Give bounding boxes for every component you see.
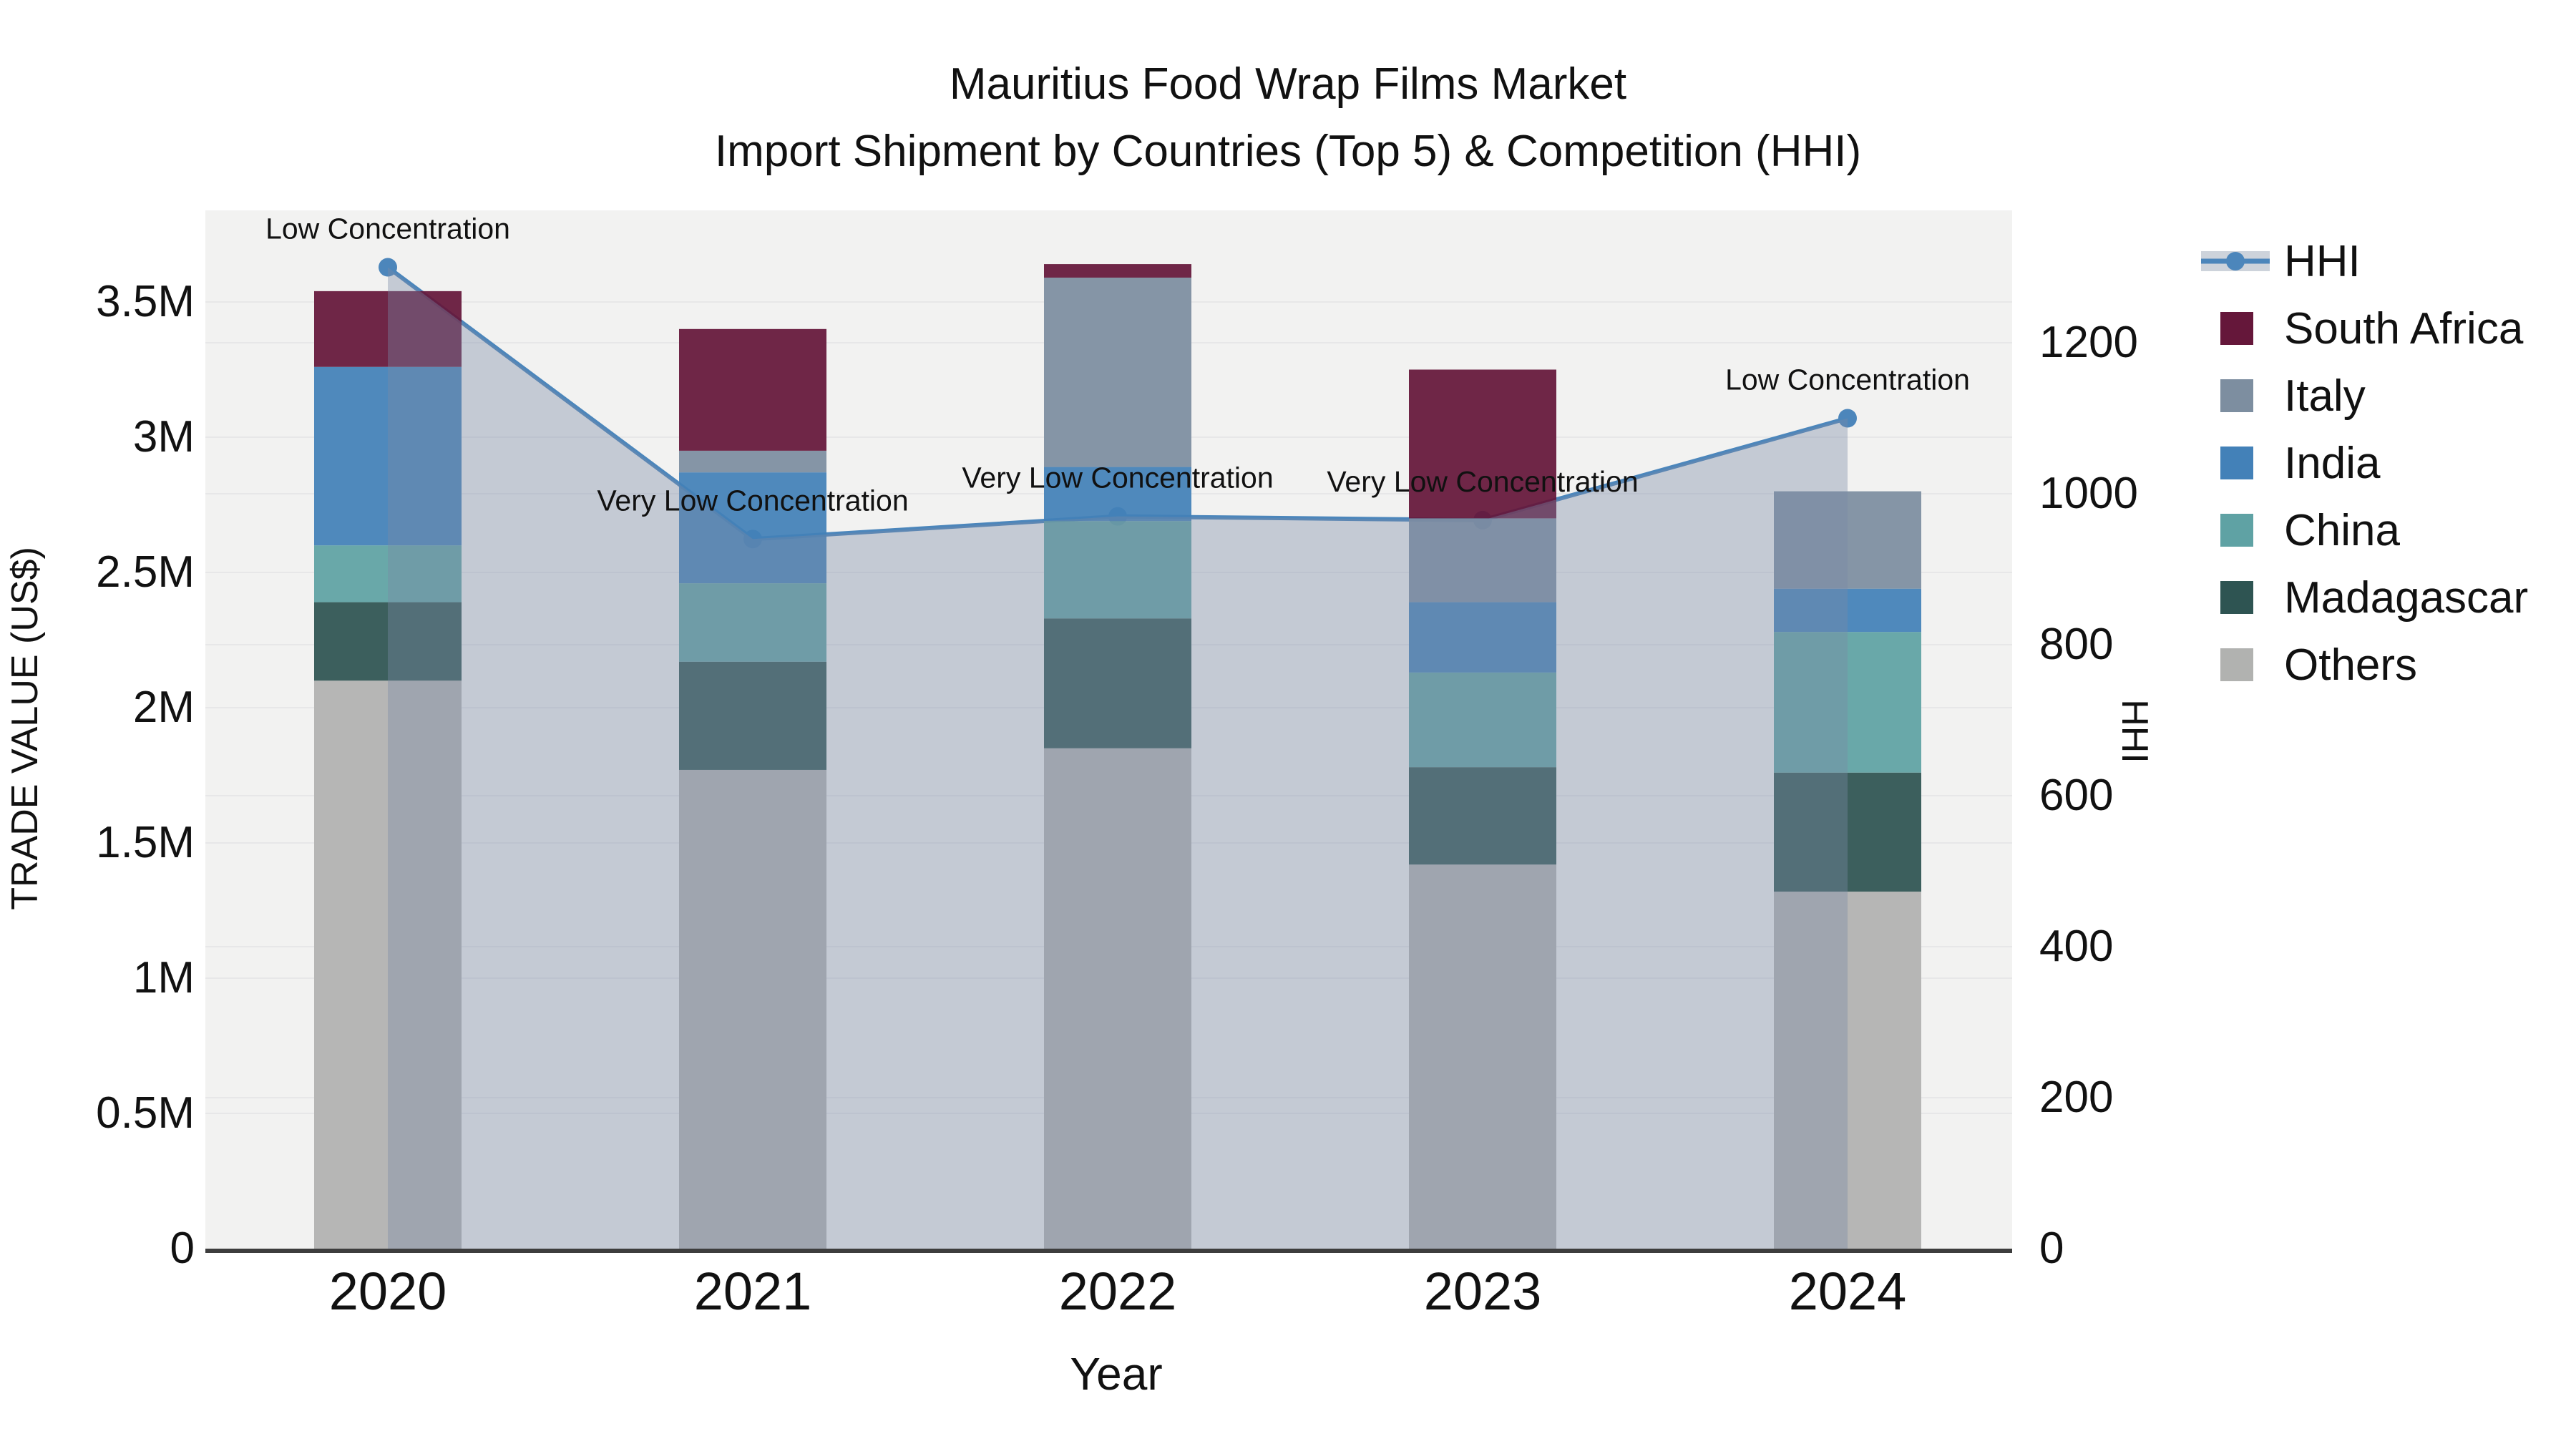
y-left-tick-label: 2M <box>133 683 195 732</box>
x-axis-title: Year <box>1070 1348 1162 1400</box>
legend-item-china[interactable]: China <box>2220 506 2401 555</box>
bar-segment-2024-china <box>1774 632 1921 773</box>
y-right-tick-label: 400 <box>2039 922 2113 971</box>
legend-swatch-italy <box>2220 379 2253 412</box>
hhi-area-fill <box>388 267 1848 1249</box>
legend-item-south-africa[interactable]: South Africa <box>2220 304 2524 353</box>
bar-segment-2021-south-africa <box>679 328 826 451</box>
hhi-marker-2020 <box>379 258 397 277</box>
x-tick-label-2021: 2021 <box>694 1262 812 1321</box>
bar-segment-2020-india <box>314 366 462 546</box>
x-tick-label-2022: 2022 <box>1059 1262 1177 1321</box>
bar-segment-2021-india <box>679 472 826 584</box>
bar-segment-2023-others <box>1409 864 1556 1249</box>
legend-hhi-marker-sample <box>2226 252 2245 270</box>
legend-label: South Africa <box>2284 304 2524 353</box>
y-right-axis-title: HHI <box>2114 699 2155 763</box>
legend-item-india[interactable]: India <box>2220 439 2381 488</box>
y-right-tick-label: 800 <box>2039 620 2113 669</box>
bar-segment-2024-others <box>1774 892 1921 1249</box>
bar-segment-2023-india <box>1409 602 1556 673</box>
y-right-tick-label: 600 <box>2039 771 2113 820</box>
bar-segment-2023-italy <box>1409 518 1556 602</box>
legend-item-italy[interactable]: Italy <box>2220 371 2366 421</box>
legend: HHI South Africa Italy India China Madagascar… <box>2201 237 2528 690</box>
bar-segment-2022-india <box>1044 467 1191 522</box>
stacked-bars-layer <box>314 264 1921 1249</box>
bar-segment-2022-south-africa <box>1044 264 1191 278</box>
legend-label: Others <box>2284 640 2417 690</box>
bar-segment-2023-china <box>1409 672 1556 768</box>
legend-swatch-others <box>2220 648 2253 681</box>
y-left-tick-label: 3.5M <box>96 277 195 326</box>
legend-label: Italy <box>2284 371 2366 421</box>
bar-segment-2021-others <box>679 769 826 1249</box>
hhi-area-layer <box>388 267 1848 1249</box>
bar-segment-2023-madagascar <box>1409 767 1556 865</box>
bar-segment-2021-china <box>679 583 826 662</box>
legend-item-others[interactable]: Others <box>2220 640 2417 690</box>
y-left-tick-label: 1.5M <box>96 818 195 867</box>
bar-segment-2022-others <box>1044 748 1191 1249</box>
bar-segment-2020-madagascar <box>314 602 462 681</box>
bar-segment-2021-italy <box>679 450 826 473</box>
annotation-2024: Low Concentration <box>1725 364 1970 396</box>
annotation-2020: Low Concentration <box>265 213 510 245</box>
annotation-2021: Very Low Concentration <box>597 484 908 517</box>
bar-segment-2020-china <box>314 545 462 602</box>
legend-swatch-south-africa <box>2220 312 2253 345</box>
bar-segment-2024-italy <box>1774 491 1921 589</box>
y-right-tick-label: 1200 <box>2039 318 2138 367</box>
bar-segment-2021-madagascar <box>679 661 826 770</box>
y-left-tick-label: 3M <box>133 412 195 462</box>
annotation-2023: Very Low Concentration <box>1327 465 1638 498</box>
legend-label: HHI <box>2284 237 2361 286</box>
annotations-layer: Low Concentration Very Low Concentration V… <box>265 213 1970 517</box>
legend-swatch-india <box>2220 447 2253 479</box>
chart-title-line1: Mauritius Food Wrap Films Market <box>950 59 1626 109</box>
bar-segment-2022-china <box>1044 521 1191 619</box>
y-right-tick-label: 0 <box>2039 1224 2064 1273</box>
annotation-2022: Very Low Concentration <box>962 462 1273 494</box>
bar-segment-2022-italy <box>1044 277 1191 467</box>
bar-segment-2023-south-africa <box>1409 369 1556 519</box>
axes-layer: 0 0.5M 1M 1.5M 2M 2.5M 3M 3.5M 0 200 400 600 800 1000… <box>96 277 2138 1321</box>
hhi-marker-2024 <box>1838 409 1857 428</box>
legend-item-hhi[interactable]: HHI <box>2201 237 2361 286</box>
bar-segment-2020-others <box>314 680 462 1249</box>
legend-label: Madagascar <box>2284 573 2528 623</box>
legend-item-madagascar[interactable]: Madagascar <box>2220 573 2528 623</box>
legend-label: India <box>2284 439 2381 488</box>
y-right-tick-label: 200 <box>2039 1073 2113 1122</box>
bar-segment-2024-madagascar <box>1774 772 1921 892</box>
legend-swatch-madagascar <box>2220 581 2253 614</box>
y-right-tick-label: 1000 <box>2039 469 2138 518</box>
bar-segment-2020-south-africa <box>314 291 462 367</box>
x-tick-label-2020: 2020 <box>329 1262 447 1321</box>
bar-segment-2024-india <box>1774 588 1921 633</box>
y-left-axis-title: TRADE VALUE (US$) <box>4 547 46 910</box>
bar-segment-2022-madagascar <box>1044 618 1191 748</box>
x-tick-label-2024: 2024 <box>1789 1262 1907 1321</box>
chart-title-line2: Import Shipment by Countries (Top 5) & C… <box>715 127 1861 176</box>
legend-swatch-china <box>2220 514 2253 547</box>
y-left-tick-label: 0.5M <box>96 1088 195 1138</box>
y-left-tick-label: 1M <box>133 953 195 1002</box>
legend-label: China <box>2284 506 2401 555</box>
y-left-tick-label: 0 <box>170 1224 195 1273</box>
y-left-tick-label: 2.5M <box>96 547 195 597</box>
x-tick-label-2023: 2023 <box>1424 1262 1542 1321</box>
